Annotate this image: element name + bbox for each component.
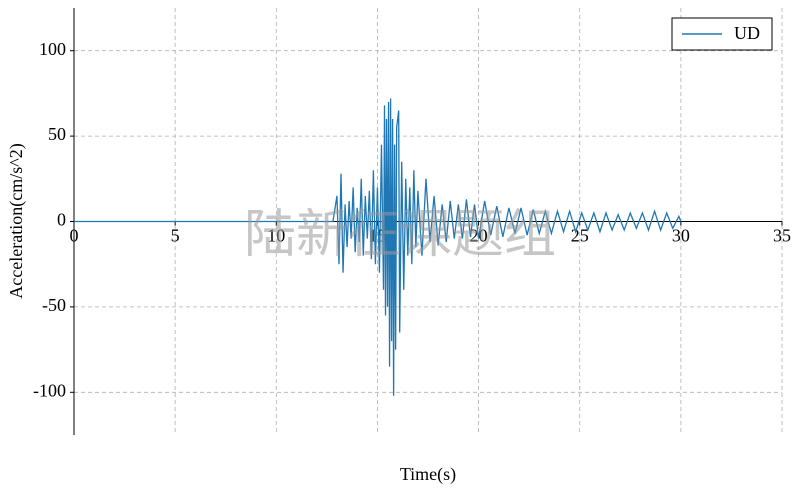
x-tick-label: 15 (368, 226, 386, 246)
x-axis-label: Time(s) (400, 464, 456, 485)
y-tick-label: -100 (33, 380, 66, 400)
x-tick-label: 5 (171, 226, 180, 246)
x-tick-label: 25 (571, 226, 589, 246)
y-tick-label: 100 (39, 39, 66, 59)
y-tick-label: -50 (42, 295, 66, 315)
x-tick-label: 10 (267, 226, 285, 246)
legend-label: UD (734, 23, 760, 43)
watermark: 陆新征课题组 (244, 207, 556, 264)
x-tick-label: 35 (773, 226, 791, 246)
y-axis-label: Acceleration(cm/s^2) (6, 143, 27, 298)
y-tick-label: 0 (57, 210, 66, 230)
x-tick-label: 30 (672, 226, 690, 246)
data-line (74, 98, 682, 396)
y-tick-label: 50 (48, 124, 66, 144)
